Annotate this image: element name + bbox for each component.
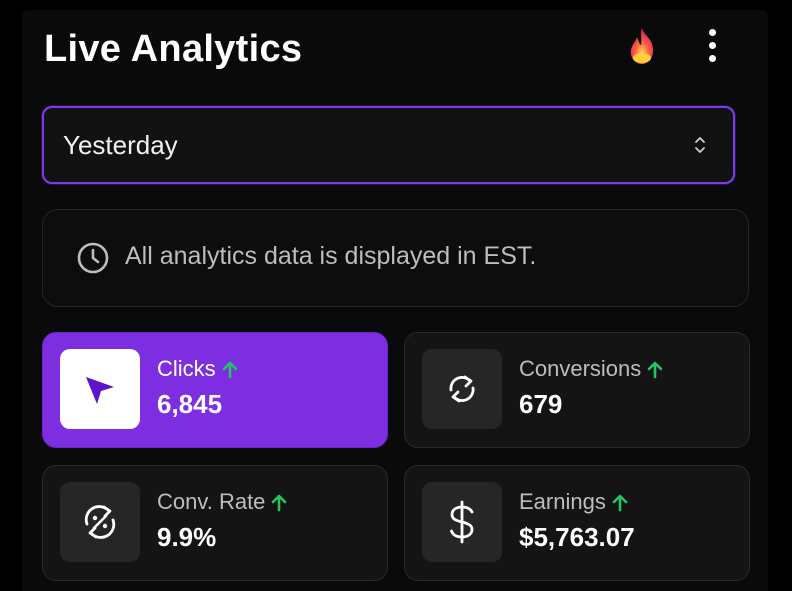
metric-icon-box [60, 349, 140, 429]
percent-cycle-icon [84, 505, 116, 539]
metric-icon-box [422, 482, 502, 562]
metric-icon-box [422, 349, 502, 429]
date-range-value: Yesterday [63, 130, 178, 160]
trend-up-icon [612, 494, 628, 512]
date-range-select[interactable]: Yesterday [42, 106, 735, 184]
metric-card-conversions[interactable]: Conversions 679 [404, 332, 750, 448]
trend-up-icon [222, 361, 237, 379]
trend-up-icon [647, 361, 663, 379]
timezone-notice-text: All analytics data is displayed in EST. [125, 242, 537, 270]
trend-up-icon [272, 494, 287, 512]
metric-value: 6,845 [157, 389, 223, 419]
dollar-icon [450, 500, 474, 544]
chevron-up-down-icon [695, 137, 705, 153]
cursor-icon [86, 377, 114, 404]
timezone-notice: All analytics data is displayed in EST. [42, 209, 749, 307]
header: Live Analytics [22, 10, 768, 88]
metric-value: $5,763.07 [519, 522, 635, 552]
analytics-panel: Live Analytics Yesterday [22, 10, 768, 591]
metric-icon-box [60, 482, 140, 562]
metric-label: Earnings [519, 489, 628, 515]
refresh-icon [449, 375, 475, 403]
metric-card-earnings[interactable]: Earnings $5,763.07 [404, 465, 750, 581]
clock-icon [77, 242, 109, 274]
metric-label: Clicks [157, 356, 238, 382]
page-title: Live Analytics [44, 28, 303, 70]
metric-value: 679 [519, 389, 563, 419]
metric-label: Conversions [519, 356, 663, 382]
flame-icon[interactable] [622, 24, 662, 68]
metric-card-conv-rate[interactable]: Conv. Rate 9.9% [42, 465, 388, 581]
metric-card-clicks[interactable]: Clicks 6,845 [42, 332, 388, 448]
metric-value: 9.9% [157, 522, 217, 552]
metric-label: Conv. Rate [157, 489, 287, 515]
more-options-icon[interactable] [702, 28, 724, 64]
